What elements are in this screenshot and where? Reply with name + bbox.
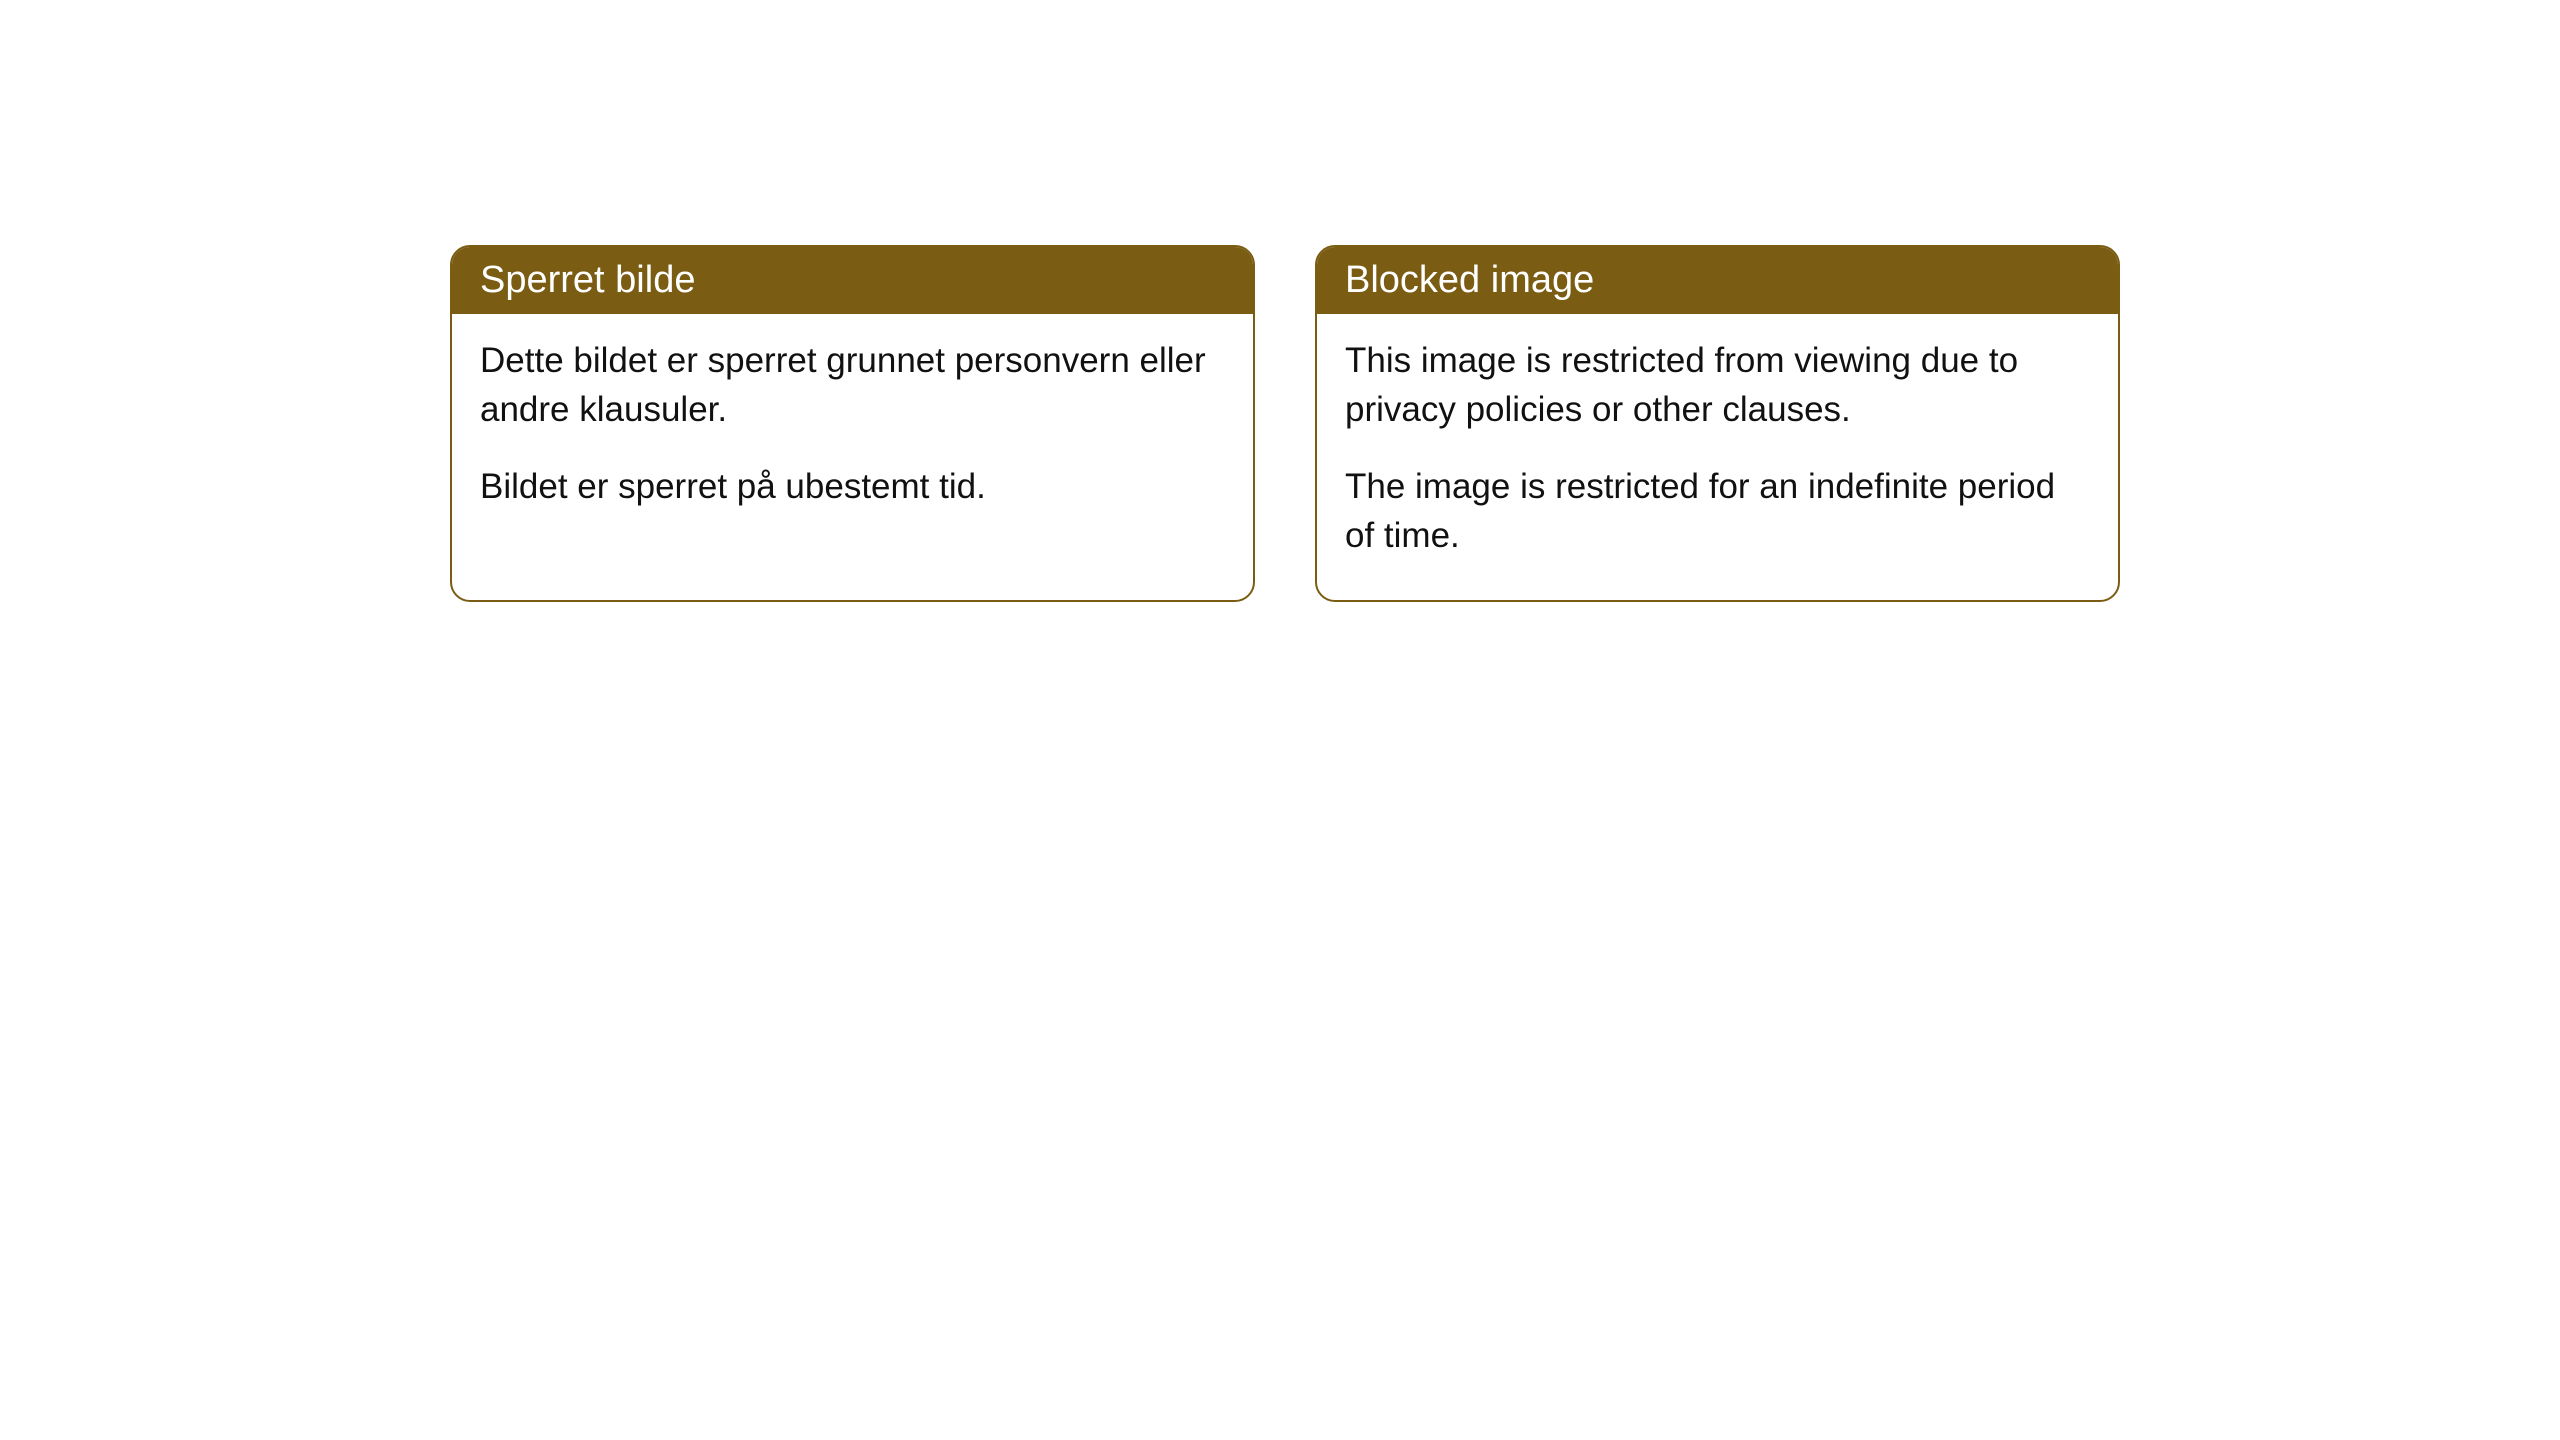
notice-card-english: Blocked image This image is restricted f… <box>1315 245 2120 602</box>
card-title: Blocked image <box>1345 259 1594 301</box>
card-body-norwegian: Dette bildet er sperret grunnet personve… <box>452 314 1253 551</box>
card-text-line1: This image is restricted from viewing du… <box>1345 336 2090 434</box>
notice-cards-container: Sperret bilde Dette bildet er sperret gr… <box>450 245 2120 602</box>
card-header-norwegian: Sperret bilde <box>452 247 1253 314</box>
card-body-english: This image is restricted from viewing du… <box>1317 314 2118 600</box>
card-text-line2: Bildet er sperret på ubestemt tid. <box>480 462 1225 511</box>
card-title: Sperret bilde <box>480 259 695 301</box>
notice-card-norwegian: Sperret bilde Dette bildet er sperret gr… <box>450 245 1255 602</box>
card-text-line1: Dette bildet er sperret grunnet personve… <box>480 336 1225 434</box>
card-text-line2: The image is restricted for an indefinit… <box>1345 462 2090 560</box>
card-header-english: Blocked image <box>1317 247 2118 314</box>
